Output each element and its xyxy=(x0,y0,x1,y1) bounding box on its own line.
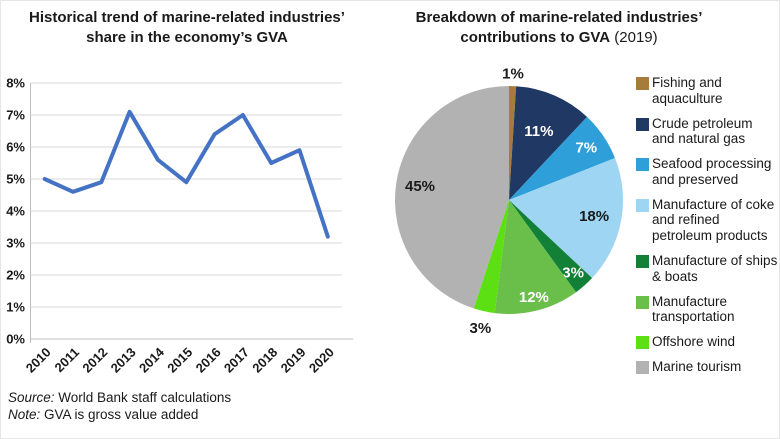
y-tick-label: 4% xyxy=(6,204,25,219)
x-tick-label: 2016 xyxy=(193,345,224,376)
legend-swatch xyxy=(636,336,649,350)
pie-chart-title: Breakdown of marine-related industries’ … xyxy=(393,8,725,49)
legend-swatch xyxy=(636,198,649,212)
y-tick-label: 0% xyxy=(6,332,25,347)
legend-swatch xyxy=(636,360,649,374)
pie-percent-label: 11% xyxy=(524,123,553,140)
pie-percent-label: 18% xyxy=(579,208,609,225)
pie-slice xyxy=(394,86,509,309)
legend-label: Manufacture of ships & boats xyxy=(652,253,778,284)
legend-item: Manufacture of coke and refined petroleu… xyxy=(636,197,778,244)
pie-slice xyxy=(473,200,509,314)
y-tick-label: 5% xyxy=(6,172,25,187)
note-line: Note: GVA is gross value added xyxy=(8,406,231,423)
x-tick-label: 2018 xyxy=(249,345,280,376)
note-text: GVA is gross value added xyxy=(40,407,199,423)
pie-percent-label: 12% xyxy=(519,289,549,306)
legend-label: Offshore wind xyxy=(652,334,736,350)
line-chart: 0%1%2%3%4%5%6%7%8%2010201120122013201420… xyxy=(6,76,353,376)
pie-slice xyxy=(509,86,588,200)
x-tick-label: 2013 xyxy=(108,345,139,376)
x-tick-label: 2017 xyxy=(221,345,252,376)
legend-label: Seafood processing and preserved xyxy=(652,156,772,187)
legend-swatch xyxy=(636,158,649,172)
legend-label: Fishing and aquaculture xyxy=(652,75,723,106)
legend-item: Crude petroleum and natural gas xyxy=(636,116,778,148)
x-tick-label: 2015 xyxy=(164,345,195,376)
legend-label: Marine tourism xyxy=(652,358,742,374)
source-text: World Bank staff calculations xyxy=(54,390,232,405)
legend-item: Fishing and aquaculture xyxy=(636,75,778,107)
pie-slice xyxy=(509,116,615,200)
legend-item: Seafood processing and preserved xyxy=(636,156,778,188)
y-tick-label: 3% xyxy=(6,236,25,251)
pie-chart: 1% 11% 7% 18% 3% 12% 3% 45% xyxy=(394,66,623,337)
pie-legend: Fishing and aquaculture Crude petroleum a… xyxy=(636,75,778,375)
legend-swatch xyxy=(636,295,649,309)
legend-label: Manufacture transportation xyxy=(652,293,735,325)
legend-label: Crude petroleum and natural gas xyxy=(652,115,753,147)
legend-item: Marine tourism xyxy=(636,359,778,375)
source-note: Source: World Bank staff calculations No… xyxy=(8,389,231,424)
pie-slice xyxy=(509,158,623,279)
legend-item: Manufacture of ships & boats xyxy=(636,253,778,285)
x-tick-label: 2012 xyxy=(79,345,110,376)
source-label: Source: xyxy=(8,390,55,405)
pie-percent-label: 3% xyxy=(562,265,584,282)
source-line: Source: World Bank staff calculations xyxy=(8,389,231,406)
pie-slice xyxy=(509,200,593,293)
y-tick-label: 2% xyxy=(6,268,25,283)
legend-item: Offshore wind xyxy=(636,334,778,350)
x-tick-label: 2014 xyxy=(136,344,168,376)
x-tick-label: 2020 xyxy=(306,345,337,376)
pie-slice xyxy=(494,200,577,314)
pie-percent-label: 45% xyxy=(405,178,435,195)
pie-percent-label: 3% xyxy=(470,320,492,337)
legend-swatch xyxy=(636,117,649,131)
x-tick-label: 2019 xyxy=(278,345,309,376)
y-tick-label: 1% xyxy=(6,300,25,315)
legend-swatch xyxy=(636,77,649,90)
line-chart-title-line1: Historical trend of marine-related indus… xyxy=(29,9,345,26)
y-tick-label: 6% xyxy=(6,140,25,155)
legend-swatch xyxy=(636,255,649,269)
pie-slice xyxy=(509,85,517,200)
line-chart-title-line2: share in the economy’s GVA xyxy=(86,29,288,47)
pie-percent-label: 7% xyxy=(575,140,597,157)
note-label: Note: xyxy=(8,407,41,423)
pie-chart-title-year: (2019) xyxy=(610,29,658,47)
y-tick-label: 7% xyxy=(6,108,25,123)
legend-label: Manufacture of coke and refined petroleu… xyxy=(652,196,775,244)
pie-percent-label: 1% xyxy=(502,66,524,83)
x-tick-label: 2010 xyxy=(23,345,54,376)
legend-item: Manufacture transportation xyxy=(636,294,778,326)
y-tick-label: 8% xyxy=(6,76,25,91)
pie-chart-title-line1: Breakdown of marine-related industries’ xyxy=(415,9,703,26)
x-tick-label: 2011 xyxy=(52,345,83,376)
pie-chart-title-line2: contributions to GVA (2019) xyxy=(460,29,658,47)
line-chart-title: Historical trend of marine-related indus… xyxy=(3,8,371,49)
line-series xyxy=(42,109,330,239)
